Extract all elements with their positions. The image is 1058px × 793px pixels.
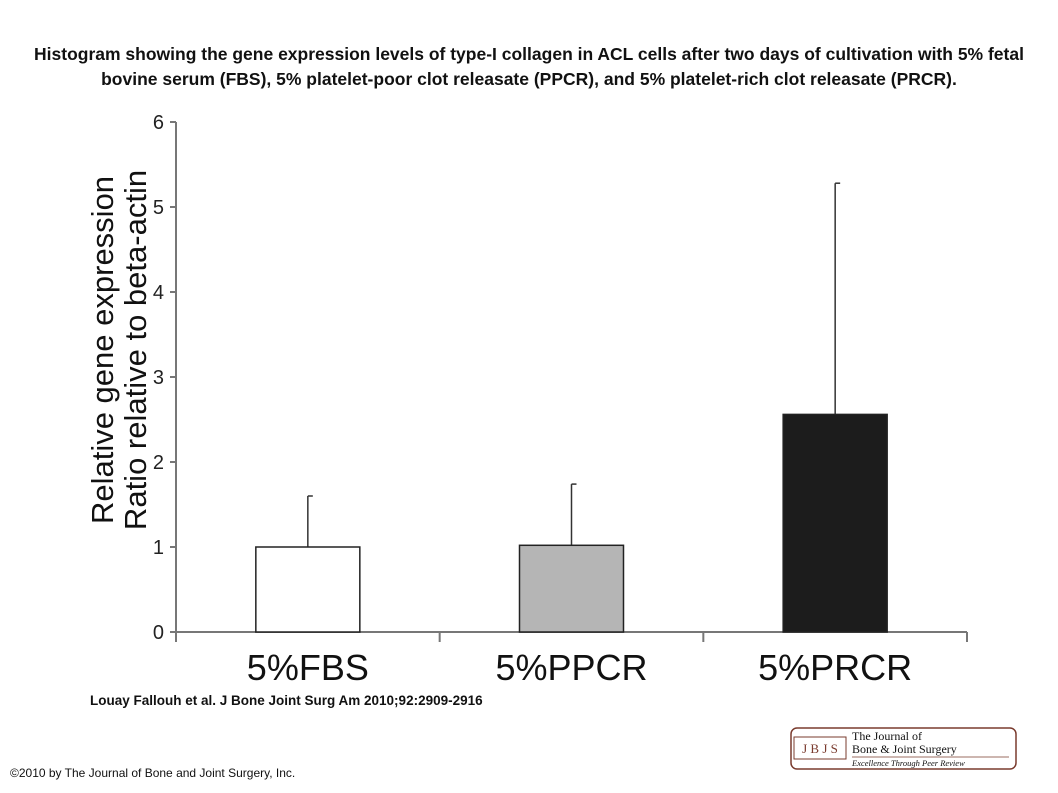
citation: Louay Fallouh et al. J Bone Joint Surg A… (90, 693, 483, 708)
y-tick-label: 4 (153, 282, 164, 304)
y-tick-label: 1 (153, 537, 164, 559)
chart-bars (255, 182, 888, 633)
x-tick-label: 5%PPCR (495, 647, 647, 688)
bar (782, 413, 888, 633)
y-tick-label: 2 (153, 452, 164, 474)
x-tick-label: 5%PRCR (758, 647, 912, 688)
y-tick-label: 0 (153, 622, 164, 644)
y-tick-label: 6 (153, 112, 164, 134)
logo-line2: Bone & Joint Surgery (852, 742, 957, 756)
copyright-notice: ©2010 by The Journal of Bone and Joint S… (10, 766, 296, 780)
y-tick-label: 5 (153, 197, 164, 219)
chart-title: Histogram showing the gene expression le… (34, 44, 1024, 89)
y-tick-label: 3 (153, 367, 164, 389)
x-tick-label: 5%FBS (247, 647, 369, 688)
y-axis-title-line1: Relative gene expression (85, 176, 120, 524)
bar (518, 544, 625, 633)
bar (255, 546, 361, 633)
jbjs-logo: J B J S The Journal of Bone & Joint Surg… (790, 727, 1017, 770)
logo-line1: The Journal of (852, 729, 922, 743)
chart-labels: 5%FBS 5%PPCR 5%PRCR Relative gene expressio… (85, 170, 912, 688)
logo-tagline: Excellence Through Peer Review (851, 758, 965, 768)
bar-chart: 0 1 2 3 4 5 6 5%FBS 5%PPCR 5%PRCR Relative gene e… (85, 112, 968, 688)
y-axis-title-line2: Ratio relative to beta-actin (118, 170, 153, 530)
logo-abbrev: J B J S (802, 741, 838, 756)
